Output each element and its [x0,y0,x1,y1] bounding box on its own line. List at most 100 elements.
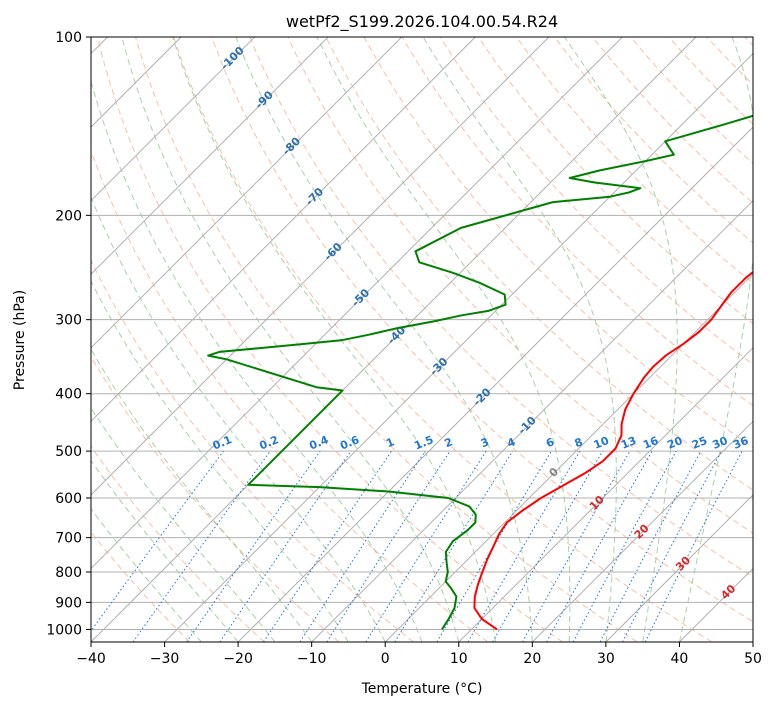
y-tick-label: 500 [55,444,82,460]
isotherm-label: -60 [322,240,345,263]
y-tick-label: 1000 [46,622,82,638]
mixing-ratio-line [572,450,677,642]
x-axis-title: Temperature (°C) [361,681,483,697]
dry-adiabat-line [91,355,340,642]
dry-adiabat-line [173,37,713,642]
dry-adiabat-line [515,37,753,284]
isotherm-label: -90 [253,88,276,111]
isotherm-line [531,420,753,642]
mixing-ratio-line [365,450,487,642]
dry-adiabat-line [744,37,753,47]
mixing-ratio-label: 30 [711,434,730,452]
mixing-ratio-label: 2 [443,435,455,450]
dry-adiabat-line [91,445,265,642]
dry-adiabat-line [706,37,753,86]
x-tick-label: 20 [523,651,541,667]
isotherm-line [91,37,697,642]
isotherm-line [384,273,753,642]
mixing-ratio-label: 13 [619,434,638,452]
isotherms [91,37,753,642]
mixing-ratio-line [132,450,271,642]
mixing-ratio-label: 0.2 [258,433,281,452]
isotherm-line [91,37,550,496]
mixing-ratio-line [219,450,352,642]
isotherm-label: -70 [303,185,326,208]
x-tick-label: 50 [744,651,762,667]
dry-adiabat-line [96,37,563,642]
mixing-ratio-lines [91,450,743,642]
mixing-ratio-line [263,450,392,642]
isotherm-line [311,199,753,642]
mixing-ratio-line [91,450,224,632]
mixing-ratio-label: 10 [592,434,611,452]
plot-frame [90,36,754,643]
mixing-ratio-line [394,450,514,642]
mixing-ratio-label: 3 [479,435,491,450]
isotherm-line [237,126,753,642]
dry-adiabat-line [477,37,753,325]
mixing-ratio-label: 1 [384,435,396,450]
isotherm-line [458,347,753,642]
isotherm-line [164,52,753,642]
mixing-ratio-label: 16 [641,434,660,452]
dry-adiabat-line [554,37,753,244]
dry-adiabat-line [287,37,753,534]
mixing-ratio-line [599,450,702,642]
profile-series [207,114,753,631]
isotherm-line [679,567,753,642]
moist-adiabat-label: 40 [718,582,738,602]
mixing-ratio-line [299,450,426,642]
moist-adiabat-line [172,37,497,642]
mixing-ratio-label: 36 [731,434,750,452]
x-tick-label: 0 [381,651,390,667]
y-tick-label: 800 [55,565,82,581]
x-tick-label: −10 [297,651,327,667]
moist-adiabats [91,37,753,642]
x-tick-label: 40 [671,651,689,667]
mixing-ratio-line [326,450,451,642]
mixing-ratio-line [186,450,321,642]
dry-adiabat-line [91,259,414,642]
moist-adiabat-line [422,37,617,642]
moist-adiabat-label: 10 [587,493,607,513]
mixing-ratio-line [522,450,631,642]
moist-adiabat-line [564,37,678,642]
isotherm-label: -50 [349,286,372,309]
x-tick-label: 30 [597,651,615,667]
mixing-ratio-label: 1.5 [412,433,435,452]
x-axis: −40 −30 −20 −10 0 10 20 30 40 50 [76,642,762,667]
mixing-ratio-line [546,450,653,642]
isotherm-label: -10 [516,414,539,437]
isotherm-label: -20 [470,385,493,408]
moist-adiabat-line [678,37,753,642]
dry-adiabat-line [135,37,638,642]
moist-adiabat-line [91,459,239,642]
moist-adiabat-line [91,508,202,642]
isotherm-line [91,37,476,423]
moist-adiabat-label: 20 [632,521,652,541]
isotherm-label: -100 [218,44,247,73]
moist-adiabat-line [91,79,423,642]
y-tick-label: 200 [55,208,82,224]
isotherm-line [91,37,256,202]
y-tick-label: 300 [55,313,82,329]
x-tick-label: −30 [150,651,180,667]
temperature-profile-line [473,270,753,631]
x-tick-label: −40 [76,651,106,667]
isotherm-line [605,494,753,642]
mixing-ratio-label: 0.6 [338,433,361,452]
y-tick-label: 700 [55,531,82,547]
dry-adiabat-line [325,37,753,491]
moist-adiabat-line [91,196,386,642]
mixing-ratio-label: 8 [573,435,585,450]
dry-adiabat-line [668,37,753,125]
dry-adiabat-line [91,149,489,642]
y-axis: 100 200 300 400 500 600 700 800 900 1000 [46,30,91,638]
y-axis-title: Pressure (hPa) [12,290,28,390]
pressure-gridlines [91,37,753,630]
isotherm-line [752,641,753,642]
mixing-ratio-label: 0.4 [307,433,330,452]
y-tick-label: 900 [55,595,82,611]
mixing-ratio-label: 20 [665,434,684,452]
